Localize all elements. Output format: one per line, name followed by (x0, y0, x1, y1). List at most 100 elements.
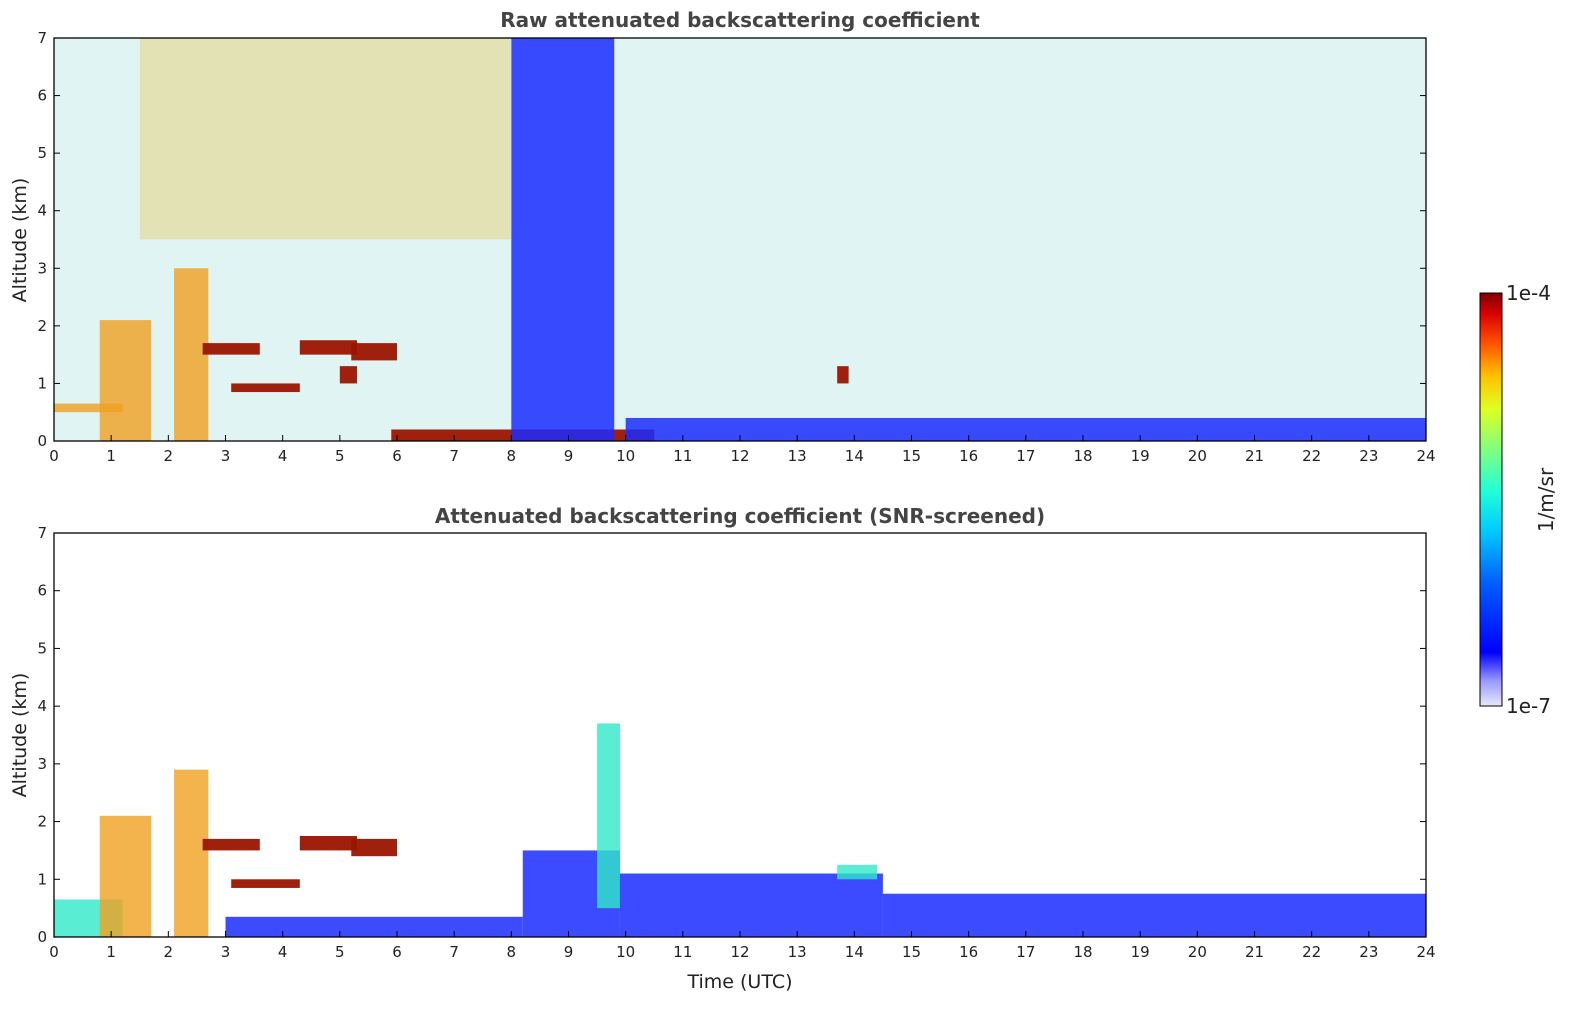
screened-panel-title: Attenuated backscattering coefficient (S… (435, 504, 1045, 528)
x-tick-label: 19 (1131, 943, 1150, 961)
x-tick-label: 18 (1073, 943, 1092, 961)
x-tick-label: 2 (164, 447, 174, 465)
colorbar-unit-label: 1/m/sr (1534, 467, 1558, 532)
x-tick-label: 11 (673, 447, 692, 465)
heatmap-background-noise (54, 38, 1426, 441)
heatmap-feature (202, 343, 260, 355)
raw-panel-title: Raw attenuated backscattering coefficien… (500, 8, 980, 32)
heatmap-feature (99, 320, 152, 441)
x-tick-label: 21 (1245, 447, 1264, 465)
y-tick-label: 3 (37, 755, 47, 773)
x-tick-label: 3 (221, 447, 231, 465)
screened-backscatter-panel: Attenuated backscattering coefficient (S… (9, 504, 1436, 993)
raw-backscatter-panel: Raw attenuated backscattering coefficien… (9, 8, 1436, 465)
x-tick-label: 20 (1188, 447, 1207, 465)
x-tick-label: 11 (673, 943, 692, 961)
x-tick-label: 13 (788, 447, 807, 465)
heatmap-feature (625, 417, 1426, 441)
y-tick-label: 1 (37, 374, 47, 392)
x-tick-label: 9 (564, 447, 574, 465)
x-tick-label: 24 (1416, 447, 1435, 465)
heatmap-feature (882, 893, 1426, 937)
y-tick-label: 6 (37, 582, 47, 600)
heatmap-feature (619, 873, 883, 937)
x-tick-label: 0 (49, 447, 59, 465)
x-tick-label: 15 (902, 447, 921, 465)
x-tick-label: 16 (959, 447, 978, 465)
colorbar-gradient (1479, 292, 1503, 707)
x-tick-label: 5 (335, 447, 345, 465)
heatmap-feature (837, 366, 849, 384)
x-tick-label: 4 (278, 943, 288, 961)
y-tick-label: 2 (37, 813, 47, 831)
x-tick-label: 10 (616, 943, 635, 961)
raw-heatmap (54, 38, 1426, 441)
x-tick-label: 10 (616, 447, 635, 465)
heatmap-feature (511, 38, 615, 441)
colorbar: 1e-4 1e-7 1/m/sr (1479, 281, 1558, 718)
screened-heatmap (54, 723, 1426, 937)
x-tick-label: 6 (392, 943, 402, 961)
x-tick-label: 20 (1188, 943, 1207, 961)
y-tick-label: 5 (37, 144, 47, 162)
heatmap-feature (231, 879, 300, 888)
heatmap-feature (597, 723, 620, 909)
y-tick-label: 7 (37, 524, 47, 542)
x-tick-label: 1 (106, 447, 116, 465)
y-tick-label: 3 (37, 259, 47, 277)
x-tick-label: 2 (164, 943, 174, 961)
heatmap-feature (202, 838, 260, 851)
x-tick-label: 8 (507, 447, 517, 465)
raw-y-axis-label: Altitude (km) (9, 178, 31, 303)
y-tick-label: 5 (37, 639, 47, 657)
x-tick-label: 9 (564, 943, 574, 961)
y-tick-label: 0 (37, 928, 47, 946)
x-tick-label: 13 (788, 943, 807, 961)
heatmap-feature (54, 403, 123, 413)
x-tick-label: 12 (730, 447, 749, 465)
heatmap-feature (837, 864, 878, 880)
heatmap-feature (225, 916, 523, 937)
y-tick-label: 4 (37, 697, 47, 715)
heatmap-feature (351, 838, 397, 857)
y-tick-label: 6 (37, 87, 47, 105)
x-tick-label: 15 (902, 943, 921, 961)
x-tick-label: 6 (392, 447, 402, 465)
colorbar-max-label: 1e-4 (1506, 281, 1551, 305)
raw-x-ticks: 0 1 2 3 4 5 6 7 8 9 10 11 12 13 14 15 16 17 18 19 20 21 22 23 24 (49, 435, 1436, 465)
heatmap-feature (351, 343, 397, 361)
heatmap-feature (139, 38, 512, 240)
heatmap-feature (339, 366, 357, 384)
heatmap-feature (299, 340, 357, 355)
colorbar-min-label: 1e-7 (1506, 694, 1551, 718)
x-tick-label: 21 (1245, 943, 1264, 961)
y-tick-label: 2 (37, 317, 47, 335)
x-tick-label: 17 (1016, 943, 1035, 961)
x-tick-label: 22 (1302, 447, 1321, 465)
heatmap-feature (99, 815, 152, 937)
screened-y-ticks: 0 1 2 3 4 5 6 7 (37, 524, 1426, 946)
screened-y-axis-label: Altitude (km) (9, 673, 31, 798)
screened-x-ticks: 0 1 2 3 4 5 6 7 8 9 10 11 12 13 14 15 16 17 18 19 20 21 22 23 24 (49, 931, 1436, 961)
x-tick-label: 1 (106, 943, 116, 961)
x-tick-label: 17 (1016, 447, 1035, 465)
x-tick-label: 14 (845, 447, 864, 465)
x-tick-label: 0 (49, 943, 59, 961)
raw-y-ticks: 0 1 2 3 4 5 6 7 (37, 29, 1426, 450)
x-tick-label: 12 (730, 943, 749, 961)
x-tick-label: 23 (1359, 447, 1378, 465)
y-tick-label: 4 (37, 202, 47, 220)
x-tick-label: 3 (221, 943, 231, 961)
x-tick-label: 4 (278, 447, 288, 465)
x-tick-label: 7 (449, 447, 459, 465)
y-tick-label: 0 (37, 432, 47, 450)
time-axis-label: Time (UTC) (686, 971, 792, 993)
y-tick-label: 7 (37, 29, 47, 47)
heatmap-feature (174, 769, 209, 937)
y-tick-label: 1 (37, 870, 47, 888)
x-tick-label: 7 (449, 943, 459, 961)
x-tick-label: 5 (335, 943, 345, 961)
x-tick-label: 24 (1416, 943, 1435, 961)
x-tick-label: 16 (959, 943, 978, 961)
